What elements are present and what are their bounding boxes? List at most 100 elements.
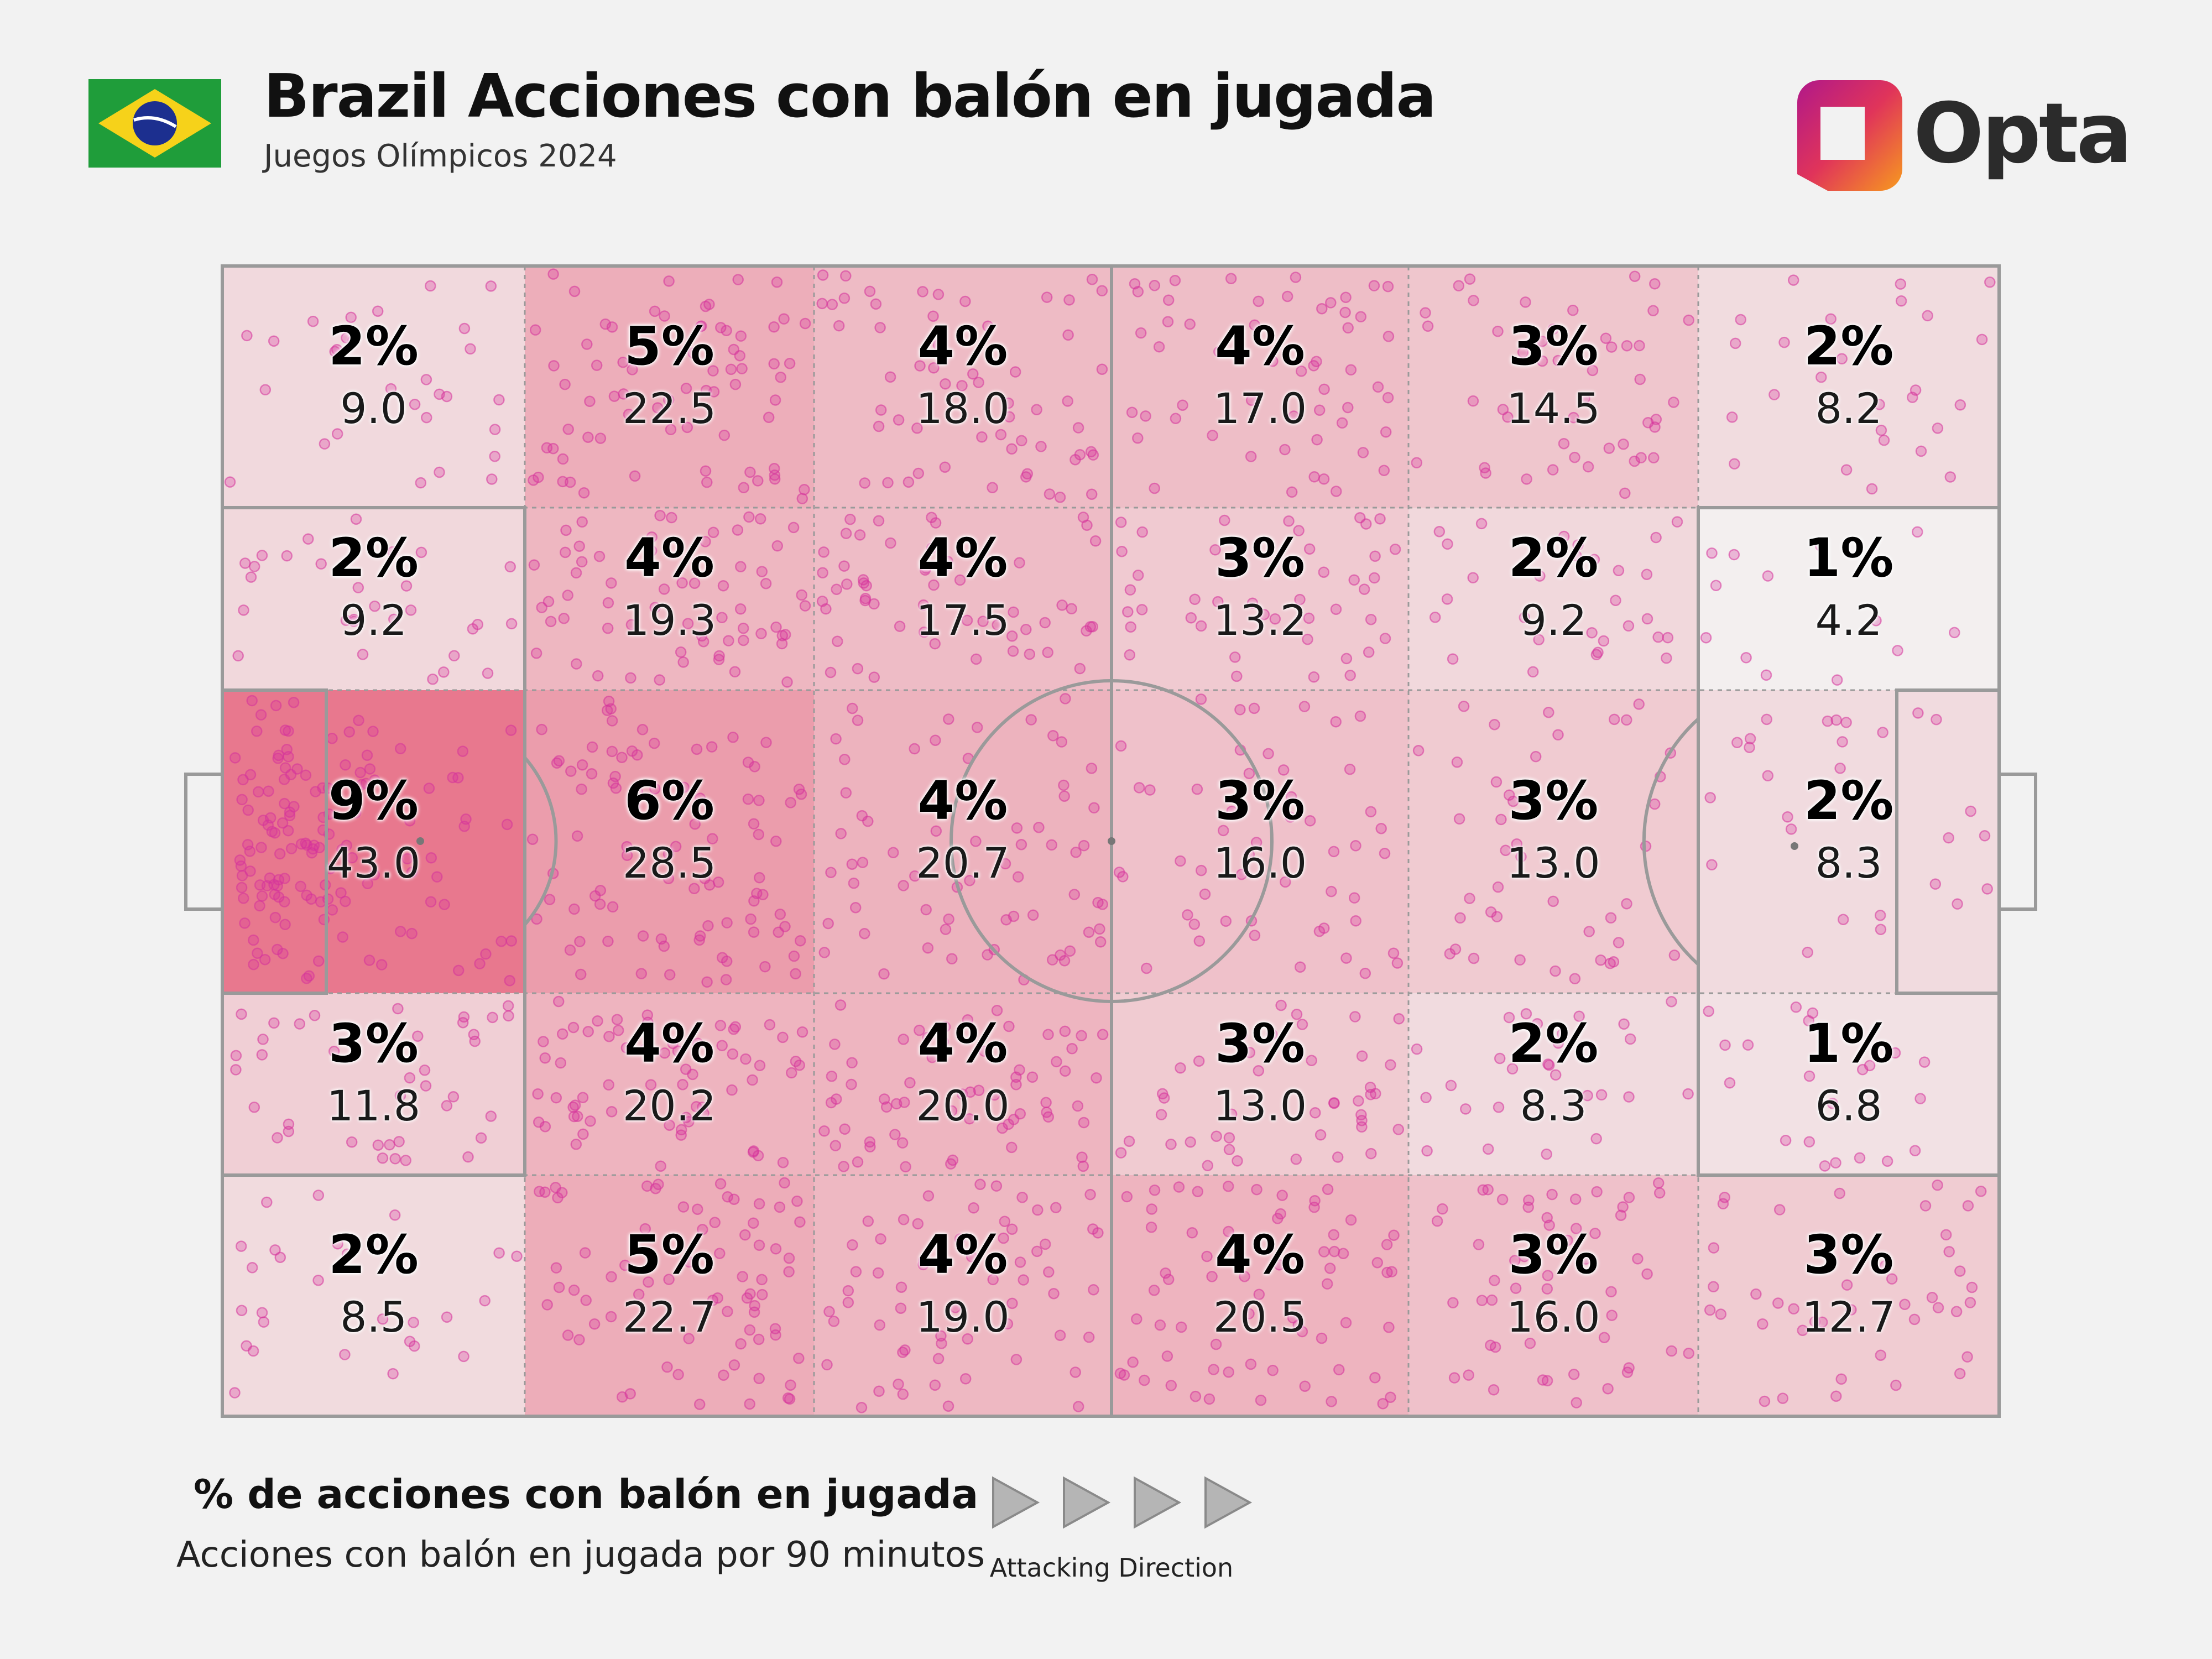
event-dot [632, 749, 643, 761]
event-dot [1063, 294, 1075, 306]
event-dot [1650, 414, 1662, 425]
event-dot [914, 360, 926, 372]
event-dot [505, 618, 518, 630]
event-dot [961, 614, 973, 627]
event-dot [246, 695, 258, 707]
event-dot [576, 783, 587, 795]
event-dot [692, 1203, 703, 1215]
event-dot [594, 432, 607, 444]
event-dot [717, 580, 729, 592]
event-dot [1590, 1133, 1602, 1145]
legend-title: % de acciones con balón en jugada [194, 1471, 979, 1517]
event-dot [840, 528, 852, 539]
event-dot [672, 1369, 684, 1380]
event-dot [405, 604, 417, 616]
cell-percent-label: 3% [1508, 315, 1599, 377]
event-dot [1375, 822, 1387, 834]
event-dot [1473, 1239, 1485, 1250]
pitch-spot [1108, 837, 1115, 845]
event-dot [468, 1029, 480, 1041]
event-dot [1117, 871, 1129, 883]
event-dot [1135, 327, 1147, 339]
event-dot [757, 1288, 768, 1301]
event-dot [977, 615, 989, 627]
event-dot [401, 853, 413, 865]
event-dot [954, 574, 966, 586]
event-dot [1588, 554, 1600, 565]
event-dot [1309, 1194, 1321, 1207]
event-dot [255, 709, 267, 721]
event-dot [248, 958, 259, 971]
event-dot [1266, 1029, 1278, 1040]
event-dot [645, 545, 658, 557]
event-dot [1671, 516, 1683, 528]
event-dot [284, 810, 296, 822]
event-dot [1485, 1339, 1496, 1351]
event-dot [974, 1178, 986, 1191]
event-dot [1744, 733, 1756, 745]
event-dot [768, 463, 780, 474]
event-dot [1365, 1147, 1377, 1160]
event-dot [1519, 1250, 1530, 1262]
event-dot [1356, 1121, 1368, 1133]
event-dot [976, 431, 988, 443]
event-dot [716, 612, 728, 624]
chart-title: Brazil Acciones con balón en jugada [264, 62, 1436, 131]
event-dot [1249, 319, 1261, 331]
event-dot [688, 577, 701, 589]
event-dot [1966, 1281, 1978, 1293]
event-dot [956, 1088, 968, 1100]
event-dot [652, 402, 664, 414]
cell-per90-label: 8.3 [1815, 838, 1882, 888]
event-dot [1629, 270, 1641, 282]
event-dot [1286, 486, 1298, 498]
event-dot [1042, 646, 1053, 659]
event-dot [1336, 417, 1348, 429]
event-dot [1411, 1043, 1423, 1055]
event-dot [904, 1077, 916, 1089]
event-dot [1870, 615, 1882, 627]
event-dot [899, 1344, 911, 1356]
event-dot [1245, 1358, 1257, 1370]
event-dot [1624, 1033, 1636, 1045]
event-dot [1976, 333, 1988, 346]
event-dot [582, 1026, 594, 1037]
event-dot [760, 737, 772, 748]
cell-per90-label: 16.0 [1213, 838, 1307, 888]
event-dot [748, 1217, 759, 1229]
event-dot [1845, 1304, 1857, 1316]
penalty-arc-left [523, 757, 558, 926]
event-dot [617, 356, 629, 368]
event-dot [551, 757, 563, 769]
event-dot [703, 299, 715, 310]
event-dot [1288, 410, 1300, 422]
event-dot [1836, 353, 1848, 364]
event-dot [920, 904, 932, 916]
event-dot [707, 526, 719, 539]
event-dot [1506, 1063, 1519, 1074]
event-dot [1255, 1394, 1267, 1406]
event-dot [732, 274, 744, 285]
event-dot [873, 515, 885, 527]
event-dot [727, 1048, 739, 1060]
event-dot [385, 383, 397, 395]
event-dot [1926, 1292, 1938, 1303]
event-dot [1421, 1145, 1433, 1157]
event-dot [922, 1190, 935, 1202]
event-dot [852, 714, 864, 726]
event-dot [1131, 1313, 1142, 1325]
event-dot [854, 529, 866, 541]
event-dot [1641, 568, 1653, 580]
event-dot [266, 826, 278, 838]
event-dot [1447, 653, 1459, 665]
event-dot [1392, 1124, 1405, 1135]
event-dot [480, 948, 492, 960]
event-dot [406, 927, 418, 940]
event-dot [700, 536, 711, 547]
event-dot [1356, 1050, 1368, 1062]
heat-cell-r2c1 [525, 690, 814, 993]
event-dot [1541, 1283, 1553, 1295]
event-dot [1598, 635, 1610, 647]
event-dot [932, 339, 945, 351]
